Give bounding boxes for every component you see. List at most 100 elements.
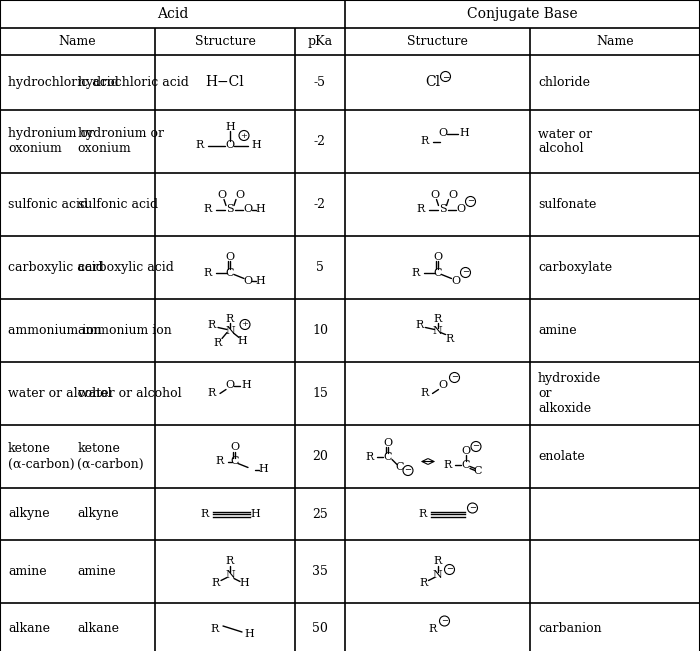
Text: alkyne: alkyne [78,508,119,521]
Text: sulfonic acid: sulfonic acid [78,198,158,211]
Text: N: N [433,570,442,581]
Text: O: O [235,191,244,201]
Text: ketone
(α-carbon): ketone (α-carbon) [8,443,75,471]
Text: C: C [395,462,405,471]
Text: pKa: pKa [307,35,332,48]
Text: -5: -5 [314,76,326,89]
Text: Cl: Cl [425,76,440,89]
Text: R: R [214,337,222,348]
Text: Name: Name [59,35,97,48]
Text: R: R [444,460,452,469]
Text: H: H [244,629,254,639]
Text: R: R [416,204,425,214]
Text: R: R [433,314,442,324]
Text: carboxylate: carboxylate [538,261,612,274]
Text: S: S [226,204,234,214]
Text: −: − [405,467,412,475]
Text: enolate: enolate [538,450,584,463]
Text: water or alcohol: water or alcohol [8,387,111,400]
Text: H: H [225,122,235,132]
Text: H: H [241,380,251,391]
Text: O: O [225,251,234,262]
Text: 10: 10 [312,324,328,337]
Text: R: R [201,509,209,519]
Text: hydronium or
oxonium: hydronium or oxonium [78,128,164,156]
Text: O: O [433,251,442,262]
Text: −: − [469,504,476,512]
Text: N: N [433,326,442,335]
Text: N: N [225,570,235,581]
Text: O: O [384,437,393,447]
Text: R: R [208,389,216,398]
Text: R: R [419,509,426,519]
Text: ammonium ion: ammonium ion [78,324,172,337]
Text: R: R [226,557,234,566]
Text: R: R [208,320,216,331]
Text: H: H [258,465,268,475]
Text: 20: 20 [312,450,328,463]
Text: R: R [412,268,419,277]
Text: sulfonic acid: sulfonic acid [8,198,88,211]
Text: R: R [196,141,204,150]
Text: sulfonate: sulfonate [538,198,596,211]
Text: amine: amine [8,565,47,578]
Text: carboxylic acid: carboxylic acid [8,261,104,274]
Text: R: R [226,314,234,324]
Text: R: R [204,204,212,214]
Text: R: R [216,456,224,467]
Text: O: O [451,275,460,286]
Text: R: R [211,624,219,634]
Text: R: R [366,452,374,462]
Text: O: O [218,191,227,201]
Text: 15: 15 [312,387,328,400]
Text: −: − [442,72,449,81]
Text: 25: 25 [312,508,328,521]
Text: Structure: Structure [195,35,256,48]
Text: ketone
(α-carbon): ketone (α-carbon) [78,443,144,471]
Text: O: O [456,204,465,214]
Text: O: O [225,141,234,150]
Text: O: O [230,443,239,452]
Text: R: R [433,557,442,566]
Text: C: C [474,465,482,475]
Text: H: H [255,275,265,286]
Text: amine: amine [538,324,577,337]
Text: N: N [225,326,235,335]
Text: −: − [451,374,458,381]
Text: O: O [448,191,457,201]
Text: chloride: chloride [538,76,590,89]
Text: carbanion: carbanion [538,622,601,635]
Text: H: H [255,204,265,214]
Text: R: R [415,320,424,331]
Text: Conjugate Base: Conjugate Base [467,7,578,21]
Text: -2: -2 [314,135,326,148]
Text: R: R [204,268,212,277]
Text: O: O [438,128,447,139]
Text: H: H [460,128,470,139]
Text: R: R [421,137,428,146]
Text: −: − [473,443,480,450]
Text: −: − [446,566,453,574]
Text: O: O [244,275,253,286]
Text: C: C [462,460,470,469]
Text: 35: 35 [312,565,328,578]
Text: O: O [438,380,447,391]
Text: H: H [237,335,247,346]
Text: hydrochloric acid: hydrochloric acid [78,76,188,89]
Text: amine: amine [78,565,116,578]
Text: alkyne: alkyne [8,508,50,521]
Text: S: S [439,204,447,214]
Text: R: R [419,579,428,589]
Text: 50: 50 [312,622,328,635]
Text: H: H [250,509,260,519]
Text: alkane: alkane [8,622,50,635]
Text: O: O [225,380,234,391]
Text: +: + [241,320,248,329]
Text: −: − [462,268,469,277]
Text: -2: -2 [314,198,326,211]
Text: O: O [244,204,253,214]
Text: carboxylic acid: carboxylic acid [78,261,174,274]
Text: hydrochloric acid: hydrochloric acid [8,76,119,89]
Text: H−Cl: H−Cl [206,76,244,89]
Text: alkane: alkane [78,622,120,635]
